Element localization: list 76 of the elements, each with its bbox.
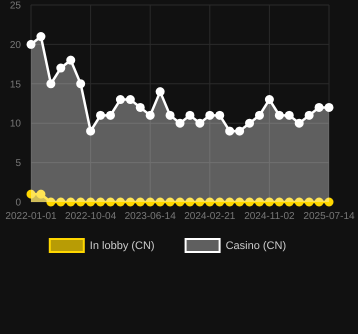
x-tick-label: 2023-06-14 [124, 211, 176, 222]
point [225, 198, 234, 206]
point [176, 198, 184, 206]
point [195, 118, 204, 128]
y-tick-label: 5 [15, 158, 22, 170]
point [46, 198, 56, 206]
point [284, 198, 294, 206]
point [136, 198, 145, 206]
point [225, 126, 234, 136]
point [304, 110, 314, 120]
legend-label: In lobby (CN) [90, 240, 155, 252]
y-tick-label: 20 [10, 40, 22, 51]
point [166, 110, 175, 120]
point [46, 79, 56, 88]
point [96, 198, 106, 206]
point [245, 118, 254, 128]
point [245, 198, 254, 206]
y-tick-label: 0 [15, 198, 22, 208]
x-tick-label: 2025-07-14 [303, 211, 356, 222]
point [294, 198, 304, 206]
x-tick-label: 2024-11-02 [244, 211, 296, 222]
point [156, 198, 165, 206]
point [106, 198, 115, 206]
point [176, 118, 184, 128]
point [116, 198, 125, 206]
point [324, 198, 334, 206]
point [235, 198, 244, 206]
point [126, 95, 135, 104]
point [36, 32, 46, 42]
point [156, 87, 165, 96]
point [235, 126, 244, 136]
x-tick-label: 2022-01-01 [5, 211, 58, 222]
point [254, 198, 264, 206]
point [146, 110, 155, 120]
point [66, 198, 76, 206]
point [86, 198, 96, 206]
point [274, 110, 284, 120]
x-tick-label: 2024-02-21 [184, 211, 236, 222]
point [56, 64, 66, 73]
point [185, 110, 194, 120]
point [26, 190, 36, 199]
point [96, 110, 106, 120]
x-tick-label: 2022-10-04 [65, 211, 117, 222]
point [76, 198, 86, 206]
point [146, 198, 155, 206]
point [56, 198, 66, 206]
point [66, 56, 76, 65]
point [36, 190, 46, 199]
point [195, 198, 204, 206]
legend-label: Casino (CN) [226, 240, 286, 252]
point [215, 110, 224, 120]
point [264, 95, 274, 104]
point [185, 198, 194, 206]
point [136, 102, 145, 112]
point [26, 40, 36, 49]
point [205, 110, 214, 120]
point [324, 102, 334, 112]
point [166, 198, 175, 206]
point [126, 198, 135, 206]
y-tick-label: 10 [10, 118, 22, 130]
point [215, 198, 224, 206]
point [294, 118, 304, 128]
point [274, 198, 284, 206]
point [116, 95, 125, 104]
y-tick-label: 15 [10, 79, 22, 90]
point [106, 110, 115, 120]
point [314, 102, 324, 112]
point [264, 198, 274, 206]
point [304, 198, 314, 206]
point [76, 79, 86, 88]
point [284, 110, 294, 120]
y-tick-label: 25 [10, 0, 22, 12]
point [314, 198, 324, 206]
point [254, 110, 264, 120]
point [86, 126, 96, 136]
point [205, 198, 214, 206]
